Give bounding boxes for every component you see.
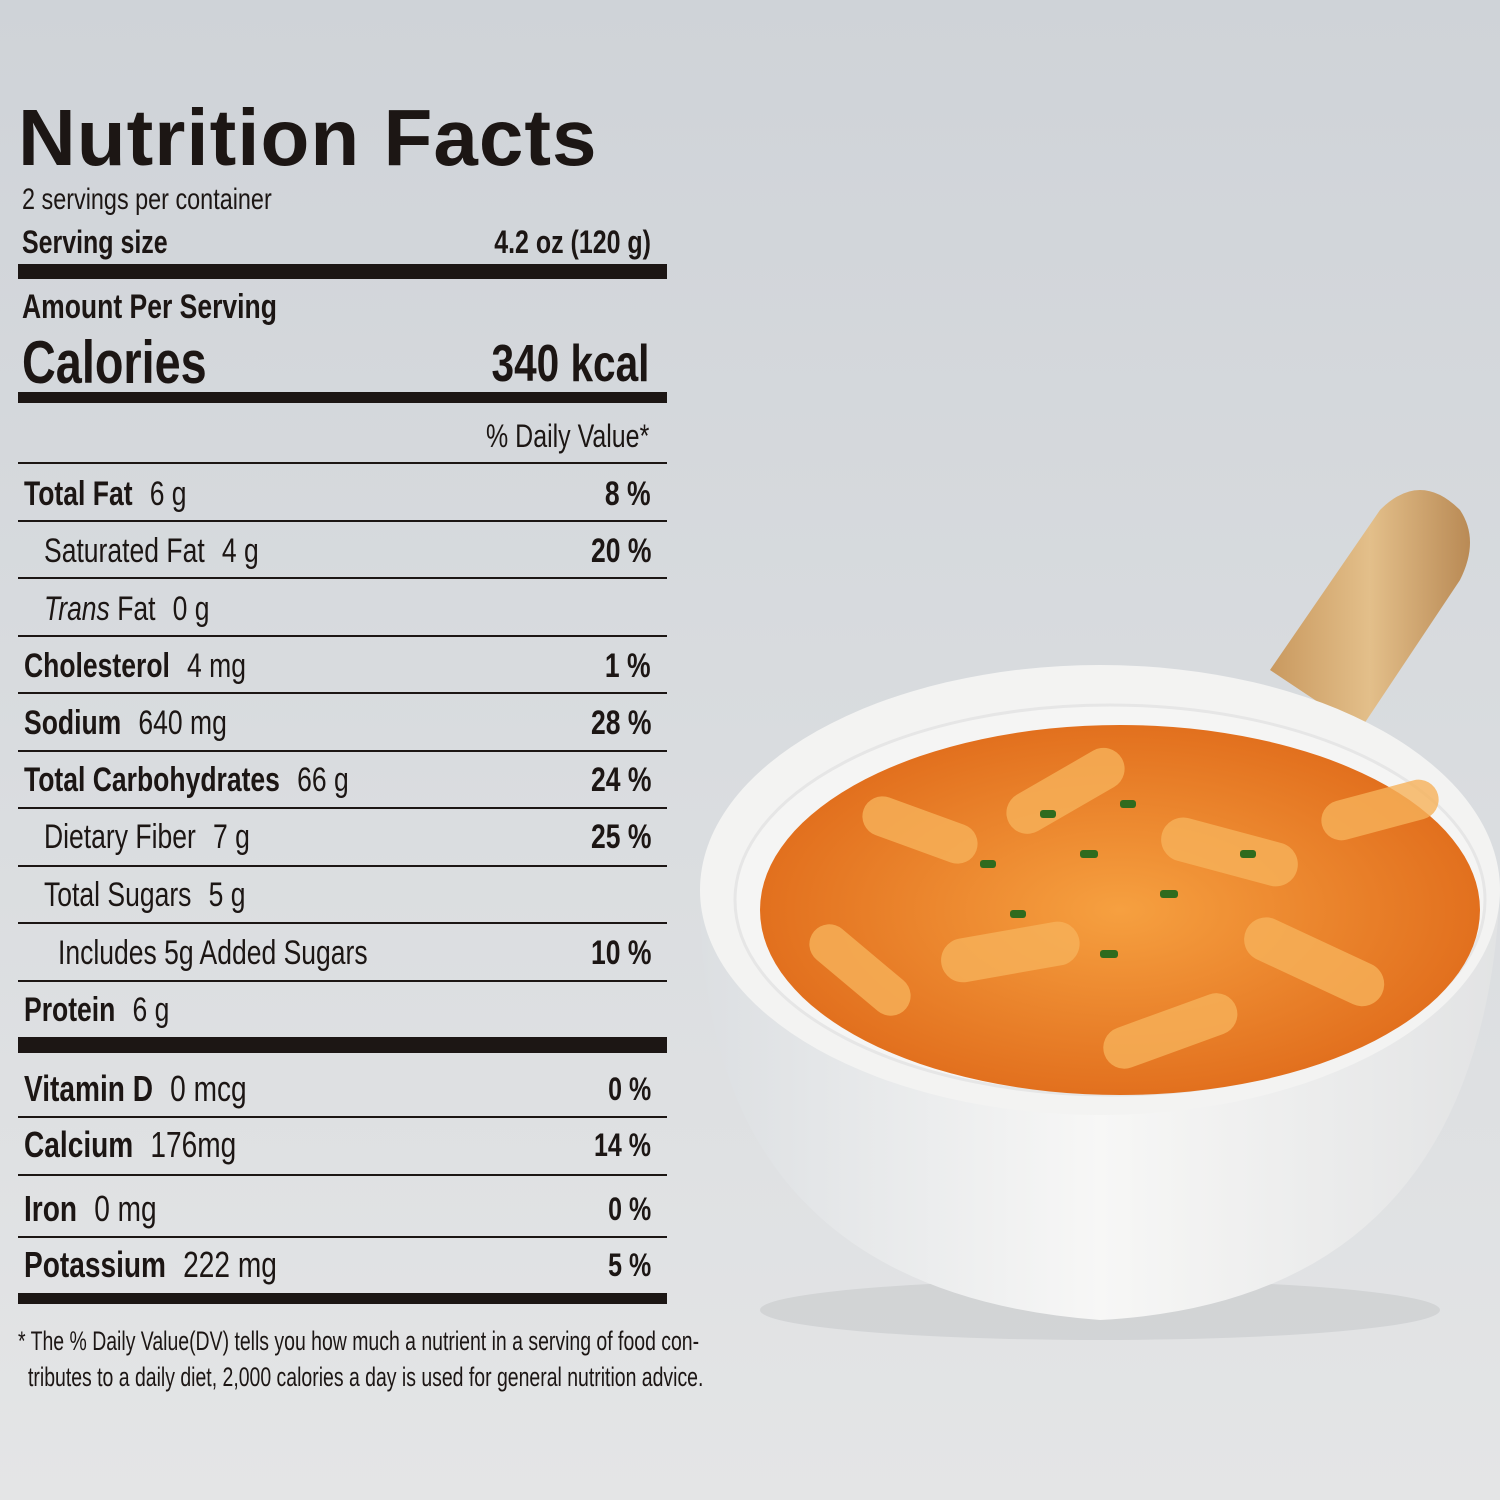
- vitamin-amount: 222 mg: [183, 1244, 277, 1285]
- vitamin-daily-value: 0 %: [607, 1191, 651, 1227]
- nutrient-row: Cholesterol 4 mg 1 %: [24, 646, 651, 686]
- divider-thick: [18, 264, 667, 279]
- vitamin-daily-value: 0 %: [607, 1071, 651, 1107]
- vitamin-amount: 0 mcg: [170, 1068, 247, 1109]
- vitamin-row: Vitamin D 0 mcg 0 %: [24, 1069, 651, 1109]
- vitamin-row: Potassium 222 mg 5 %: [24, 1245, 651, 1285]
- nutrient-daily-value: 20 %: [590, 532, 651, 570]
- divider: [18, 635, 667, 637]
- nutrient-name: Protein: [24, 991, 116, 1029]
- vitamin-name: Iron: [24, 1188, 78, 1229]
- nutrient-amount: 4 mg: [187, 647, 247, 685]
- divider: [18, 1116, 667, 1118]
- nutrient-daily-value: 8 %: [605, 475, 651, 513]
- nutrient-amount: 4 g: [221, 532, 259, 570]
- nutrient-amount: 640 mg: [138, 704, 227, 742]
- divider: [18, 1174, 667, 1176]
- nutrient-row: Includes 5g Added Sugars 10 %: [24, 933, 651, 973]
- divider-thick: [18, 392, 667, 403]
- wooden-handle: [1270, 490, 1470, 730]
- nutrient-daily-value: 1 %: [605, 647, 651, 685]
- vitamin-name: Potassium: [24, 1244, 167, 1285]
- nutrient-amount: 7 g: [212, 818, 250, 856]
- serving-size-label: Serving size: [22, 224, 168, 260]
- nutrient-daily-value: 25 %: [590, 818, 651, 856]
- divider: [18, 520, 667, 522]
- nutrient-row: Total Carbohydrates 66 g 24 %: [24, 760, 651, 800]
- divider: [18, 577, 667, 579]
- footnote-line-1: * The % Daily Value(DV) tells you how mu…: [18, 1326, 700, 1356]
- vitamin-daily-value: 14 %: [594, 1127, 651, 1163]
- nutrient-name: Total Sugars: [44, 876, 192, 914]
- nutrient-row: Dietary Fiber 7 g 25 %: [24, 817, 651, 857]
- calories-label: Calories: [22, 329, 207, 396]
- nutrient-name: Total Carbohydrates: [24, 761, 280, 799]
- divider: [18, 692, 667, 694]
- divider: [18, 865, 667, 867]
- footnote-line-2: tributes to a daily diet, 2,000 calories…: [28, 1362, 704, 1392]
- serving-size-value: 4.2 oz (120 g): [494, 224, 651, 260]
- vitamin-amount: 0 mg: [94, 1188, 157, 1229]
- nutrient-amount: 66 g: [297, 761, 349, 799]
- vitamin-amount: 176mg: [150, 1124, 237, 1165]
- nutrient-name: Cholesterol: [24, 647, 170, 685]
- nutrient-amount: 6 g: [132, 991, 170, 1029]
- nutrient-row: Saturated Fat 4 g 20 %: [24, 531, 651, 571]
- divider-thick: [18, 1293, 667, 1304]
- divider: [18, 980, 667, 982]
- nutrient-daily-value: 28 %: [590, 704, 651, 742]
- nutrient-amount: 5 g: [208, 876, 246, 914]
- daily-value-header: % Daily Value*: [485, 418, 649, 454]
- nutrient-name: Dietary Fiber: [44, 818, 196, 856]
- nutrient-name: Sodium: [24, 704, 122, 742]
- label-title: Nutrition Facts: [18, 93, 598, 182]
- divider: [18, 750, 667, 752]
- nutrient-row: Sodium 640 mg 28 %: [24, 703, 651, 743]
- divider: [18, 922, 667, 924]
- nutrient-daily-value: 24 %: [590, 761, 651, 799]
- vitamin-row: Iron 0 mg 0 %: [24, 1189, 651, 1229]
- vitamin-name: Vitamin D: [24, 1068, 153, 1109]
- divider-thick: [18, 1037, 667, 1053]
- nutrient-row: Total Fat 6 g 8 %: [24, 474, 651, 514]
- vitamin-name: Calcium: [24, 1124, 134, 1165]
- nutrient-name: Fat: [109, 590, 156, 628]
- nutrient-name: Includes 5g Added Sugars: [58, 934, 368, 972]
- divider: [18, 807, 667, 809]
- vitamin-row: Calcium 176mg 14 %: [24, 1125, 651, 1165]
- nutrient-row: Total Sugars 5 g: [24, 875, 651, 915]
- tteokbokki-bowl-image: [700, 490, 1500, 1340]
- nutrient-daily-value: 10 %: [590, 934, 651, 972]
- nutrient-amount: 0 g: [172, 590, 210, 628]
- amount-per-serving: Amount Per Serving: [22, 288, 277, 326]
- nutrient-name: Saturated Fat: [44, 532, 205, 570]
- nutrient-row: Protein 6 g: [24, 990, 651, 1030]
- divider: [18, 462, 667, 464]
- nutrient-name: Total Fat: [24, 475, 133, 513]
- nutrient-row: Trans Fat 0 g: [24, 589, 651, 629]
- servings-per-container: 2 servings per container: [22, 183, 272, 216]
- divider: [18, 1236, 667, 1238]
- nutrient-name-italic: Trans: [44, 590, 110, 628]
- nutrient-amount: 6 g: [149, 475, 187, 513]
- vitamin-daily-value: 5 %: [607, 1247, 651, 1283]
- calories-value: 340 kcal: [491, 335, 649, 393]
